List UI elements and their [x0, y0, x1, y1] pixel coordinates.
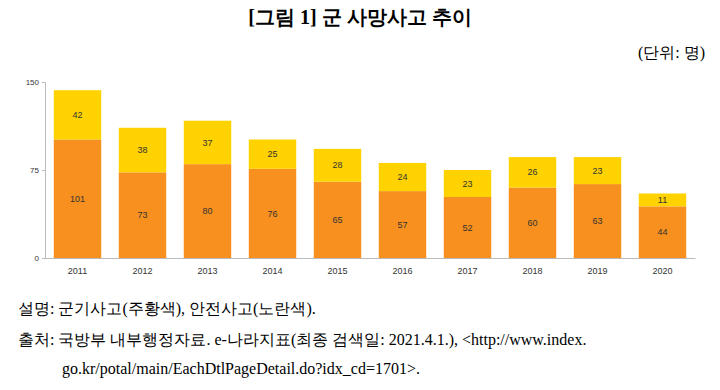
data-label: 52	[462, 223, 472, 233]
bar-segment	[444, 197, 491, 258]
data-label: 37	[202, 138, 212, 148]
x-tick-label: 2015	[327, 266, 347, 276]
data-label: 76	[267, 209, 277, 219]
x-tick: 2011	[68, 258, 87, 276]
x-tick-label: 2012	[132, 266, 152, 276]
chart: [그림 1] 군 사망사고 추이(단위: 명)07515020112012201…	[0, 0, 720, 390]
x-tick: 2012	[132, 258, 152, 276]
data-label: 101	[70, 194, 85, 204]
y-tick: 75	[30, 166, 45, 175]
y-tick-mark	[42, 82, 45, 83]
bar-segment	[119, 128, 166, 173]
data-label: 23	[462, 179, 472, 189]
x-tick: 2015	[327, 258, 347, 276]
bar-segment	[314, 149, 361, 182]
bar-segment	[379, 163, 426, 191]
data-label: 57	[397, 220, 407, 230]
y-tick-label: 150	[26, 78, 40, 87]
data-label: 73	[137, 210, 147, 220]
y-tick-mark	[42, 258, 45, 259]
x-tick: 2013	[197, 258, 217, 276]
bar-segment	[379, 191, 426, 258]
y-tick-mark	[42, 170, 45, 171]
x-tick-label: 2019	[587, 266, 607, 276]
data-label: 24	[397, 172, 407, 182]
y-axis-line	[42, 83, 46, 259]
x-tick-label: 2017	[457, 266, 477, 276]
y-tick-label: 0	[35, 254, 40, 263]
subtitle: (단위: 명)	[638, 44, 705, 62]
x-tick-label: 2011	[68, 266, 87, 276]
data-label: 23	[592, 166, 602, 176]
y-tick-label: 75	[30, 166, 39, 175]
x-tick-label: 2018	[522, 266, 542, 276]
x-tick-label: 2020	[652, 266, 672, 276]
data-label: 42	[72, 110, 82, 120]
data-label: 38	[137, 145, 147, 155]
notes: 설명: 군기사고(주황색), 안전사고(노란색). 출처: 국방부 내부행정자료.…	[18, 300, 586, 378]
data-label: 60	[527, 218, 537, 228]
note: 출처: 국방부 내부행정자료. e-나라지표(최종 검색일: 2021.4.1.…	[18, 331, 586, 349]
data-label: 65	[332, 215, 342, 225]
bar-segment	[249, 139, 296, 168]
data-label: 11	[658, 195, 667, 205]
data-label: 25	[267, 149, 277, 159]
bar-segment	[54, 139, 101, 258]
bar-segment	[184, 121, 231, 164]
data-label: 44	[657, 227, 667, 237]
x-tick-label: 2013	[197, 266, 217, 276]
bar-segment	[574, 157, 621, 184]
x-tick-label: 2016	[392, 266, 412, 276]
x-tick: 2014	[262, 258, 282, 276]
x-tick: 2017	[457, 258, 477, 276]
x-axis-line	[46, 258, 696, 259]
x-tick: 2019	[587, 258, 607, 276]
x-tick: 2020	[652, 258, 672, 276]
y-tick: 150	[26, 78, 45, 87]
note: go.kr/potal/main/EachDtlPageDetail.do?id…	[62, 360, 420, 378]
bars	[54, 90, 686, 258]
note: 설명: 군기사고(주황색), 안전사고(노란색).	[18, 300, 316, 318]
data-label: 26	[527, 167, 537, 177]
y-tick: 0	[35, 254, 45, 263]
bar-segment	[639, 193, 686, 206]
bar-segment	[54, 90, 101, 139]
bar-segment	[444, 170, 491, 197]
y-axis: 0 75 150	[26, 78, 46, 263]
x-tick-label: 2014	[262, 266, 282, 276]
bar-segment	[184, 164, 231, 258]
bar-segment	[639, 206, 686, 258]
title: [그림 1] 군 사망사고 추이	[248, 6, 471, 28]
data-label: 28	[332, 160, 342, 170]
data-label: 63	[592, 216, 602, 226]
bar-segment	[574, 184, 621, 258]
x-tick: 2016	[392, 258, 412, 276]
bar-segment	[119, 172, 166, 258]
data-label: 80	[202, 206, 212, 216]
bar-segment	[314, 182, 361, 258]
bar-segment	[509, 157, 556, 188]
bar-segment	[509, 188, 556, 258]
bar-segment	[249, 169, 296, 258]
data-labels: 101 73 80 76 65 57 52 60 63 44 42 38 37 25 28 24 23 26 23 1…	[70, 110, 668, 237]
x-tick: 2018	[522, 258, 542, 276]
x-axis: 2011 2012 2013 2014 2015 2016 2017 2018 2019 2020	[46, 258, 696, 276]
